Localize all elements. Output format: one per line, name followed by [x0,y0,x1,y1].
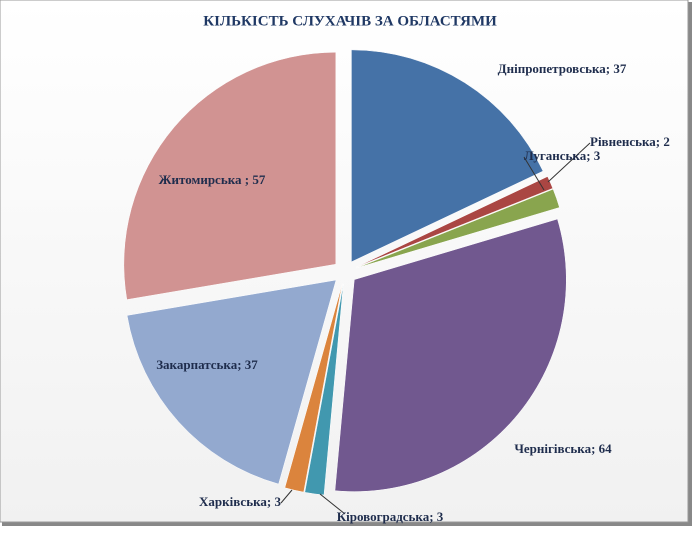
data-label: Рівненська; 2 [590,134,670,149]
data-label: Житомирська ; 57 [159,172,266,187]
pie-slice [356,188,560,269]
data-label: Закарпатська; 37 [156,357,258,372]
data-label: Харківська; 3 [199,494,281,509]
pie-slice [284,283,343,493]
data-label: Чернігівська; 64 [514,441,612,456]
pie-slice [126,279,337,485]
data-label: Дніпропетровська; 37 [498,61,627,76]
leader-line [547,142,591,183]
data-label: Луганська; 3 [524,148,601,163]
pie-slice [123,52,337,300]
pie-slice [351,49,544,263]
data-label: Кіровоградська; 3 [337,509,444,524]
pie-slice [355,176,554,268]
leader-line [523,156,545,191]
chart-title: КІЛЬКІСТЬ СЛУХАЧІВ ЗА ОБЛАСТЯМИ [203,13,497,29]
leader-line [319,493,346,515]
leader-line [280,489,293,504]
pie-slice [304,283,344,496]
pie-slice [334,218,567,492]
